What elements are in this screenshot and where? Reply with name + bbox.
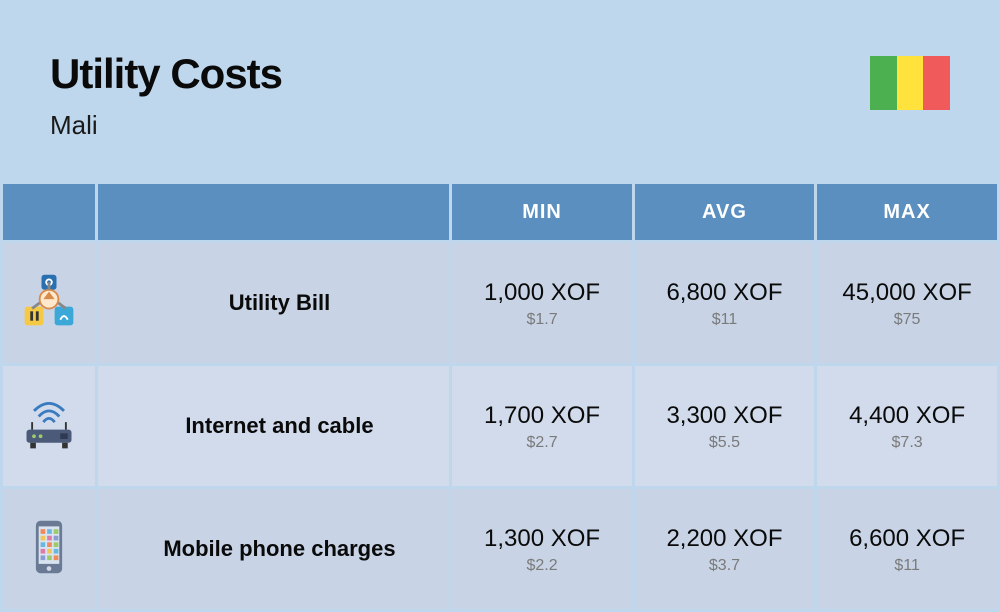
table-row: Mobile phone charges 1,300 XOF $2.2 2,20…	[3, 489, 997, 609]
primary-value: 1,000 XOF	[460, 277, 623, 308]
th-max: MAX	[817, 184, 997, 240]
secondary-value: $2.2	[460, 557, 623, 575]
cell-avg: 2,200 XOF $3.7	[635, 489, 814, 609]
th-avg: AVG	[635, 184, 814, 240]
primary-value: 1,700 XOF	[460, 400, 623, 431]
cell-min: 1,300 XOF $2.2	[452, 489, 631, 609]
flag-stripe-green	[870, 56, 897, 110]
table-row: Utility Bill 1,000 XOF $1.7 6,800 XOF $1…	[3, 243, 997, 363]
row-icon-cell	[3, 489, 95, 609]
primary-value: 1,300 XOF	[460, 523, 623, 554]
flag-stripe-red	[923, 56, 950, 110]
row-icon-cell	[3, 366, 95, 486]
row-label: Utility Bill	[98, 243, 450, 363]
secondary-value: $11	[825, 557, 989, 575]
secondary-value: $7.3	[825, 434, 989, 452]
mali-flag-icon	[870, 56, 950, 110]
utility-costs-table: MIN AVG MAX	[0, 181, 1000, 612]
cell-avg: 6,800 XOF $11	[635, 243, 814, 363]
cell-max: 45,000 XOF $75	[817, 243, 997, 363]
secondary-value: $75	[825, 311, 989, 329]
th-min: MIN	[452, 184, 631, 240]
cell-max: 6,600 XOF $11	[817, 489, 997, 609]
secondary-value: $2.7	[460, 434, 623, 452]
router-icon	[19, 394, 79, 454]
header: Utility Costs Mali	[0, 0, 1000, 181]
utility-bill-icon	[19, 271, 79, 331]
cell-min: 1,000 XOF $1.7	[452, 243, 631, 363]
th-label-blank	[98, 184, 450, 240]
row-label: Mobile phone charges	[98, 489, 450, 609]
primary-value: 2,200 XOF	[643, 523, 806, 554]
primary-value: 6,800 XOF	[643, 277, 806, 308]
page-title: Utility Costs	[50, 50, 282, 98]
secondary-value: $3.7	[643, 557, 806, 575]
th-icon-blank	[3, 184, 95, 240]
primary-value: 3,300 XOF	[643, 400, 806, 431]
cell-min: 1,700 XOF $2.7	[452, 366, 631, 486]
row-icon-cell	[3, 243, 95, 363]
country-name: Mali	[50, 110, 282, 141]
mobile-phone-icon	[19, 517, 79, 577]
secondary-value: $5.5	[643, 434, 806, 452]
flag-stripe-yellow	[897, 56, 924, 110]
table-row: Internet and cable 1,700 XOF $2.7 3,300 …	[3, 366, 997, 486]
header-left: Utility Costs Mali	[50, 50, 282, 141]
primary-value: 6,600 XOF	[825, 523, 989, 554]
primary-value: 45,000 XOF	[825, 277, 989, 308]
cell-max: 4,400 XOF $7.3	[817, 366, 997, 486]
row-label: Internet and cable	[98, 366, 450, 486]
secondary-value: $1.7	[460, 311, 623, 329]
primary-value: 4,400 XOF	[825, 400, 989, 431]
cell-avg: 3,300 XOF $5.5	[635, 366, 814, 486]
table-header-row: MIN AVG MAX	[3, 184, 997, 240]
secondary-value: $11	[643, 311, 806, 329]
